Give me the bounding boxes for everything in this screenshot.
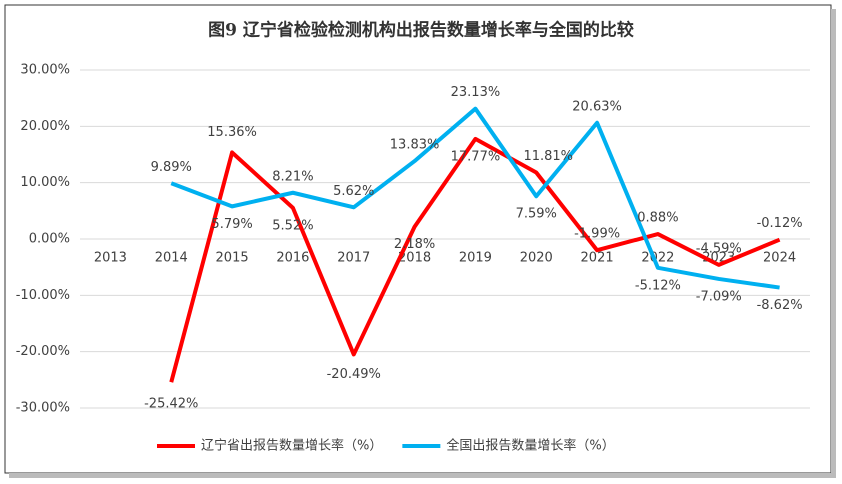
data-label: -5.12% <box>635 278 681 293</box>
y-tick-label: 10.00% <box>20 175 70 190</box>
data-label: 8.21% <box>272 169 313 184</box>
data-label: 15.36% <box>207 125 257 140</box>
data-label: -20.49% <box>327 367 381 382</box>
data-label: -4.59% <box>696 241 742 256</box>
legend-label: 全国出报告数量增长率（%） <box>446 438 614 454</box>
data-label: -1.99% <box>574 227 620 242</box>
y-tick-label: 30.00% <box>20 63 70 78</box>
data-label: 9.89% <box>151 160 192 175</box>
x-tick-label: 2017 <box>337 251 370 266</box>
y-tick-label: 20.00% <box>20 119 70 134</box>
y-tick-label: 0.00% <box>29 232 70 247</box>
x-tick-label: 2018 <box>398 251 431 266</box>
data-label: 5.79% <box>211 217 252 232</box>
frame-shadow <box>831 9 836 477</box>
x-tick-label: 2014 <box>155 251 188 266</box>
x-tick-label: 2016 <box>276 251 309 266</box>
x-tick-label: 2021 <box>581 251 614 266</box>
data-label: 13.83% <box>390 138 440 153</box>
data-label: 17.77% <box>451 149 501 164</box>
data-label: 5.52% <box>272 218 313 233</box>
data-label: -8.62% <box>757 298 803 313</box>
y-tick-label: -10.00% <box>16 288 70 303</box>
x-tick-label: 2015 <box>216 251 249 266</box>
series-line <box>170 106 780 290</box>
x-tick-label: 2013 <box>94 251 127 266</box>
data-label: 23.13% <box>451 85 501 100</box>
data-label: 2.18% <box>394 237 435 252</box>
x-tick-label: 2022 <box>641 251 674 266</box>
legend-label: 辽宁省出报告数量增长率（%） <box>201 438 382 454</box>
data-label: 5.62% <box>333 184 374 199</box>
x-tick-label: 2019 <box>459 251 492 266</box>
data-label: -0.12% <box>757 216 803 231</box>
data-label: 11.81% <box>523 149 573 164</box>
data-label: 20.63% <box>572 99 622 114</box>
series-line <box>169 136 781 383</box>
data-label: -25.42% <box>144 397 198 412</box>
data-label: 0.88% <box>637 211 678 226</box>
data-label: 7.59% <box>516 207 557 222</box>
frame-shadow <box>9 473 836 478</box>
x-tick-label: 2024 <box>763 251 796 266</box>
y-tick-label: -20.00% <box>16 344 70 359</box>
x-tick-label: 2020 <box>520 251 553 266</box>
chart-title: 图9 辽宁省检验检测机构出报告数量增长率与全国的比较 <box>208 20 634 41</box>
data-label: -7.09% <box>696 289 742 304</box>
y-tick-label: -30.00% <box>16 401 70 416</box>
